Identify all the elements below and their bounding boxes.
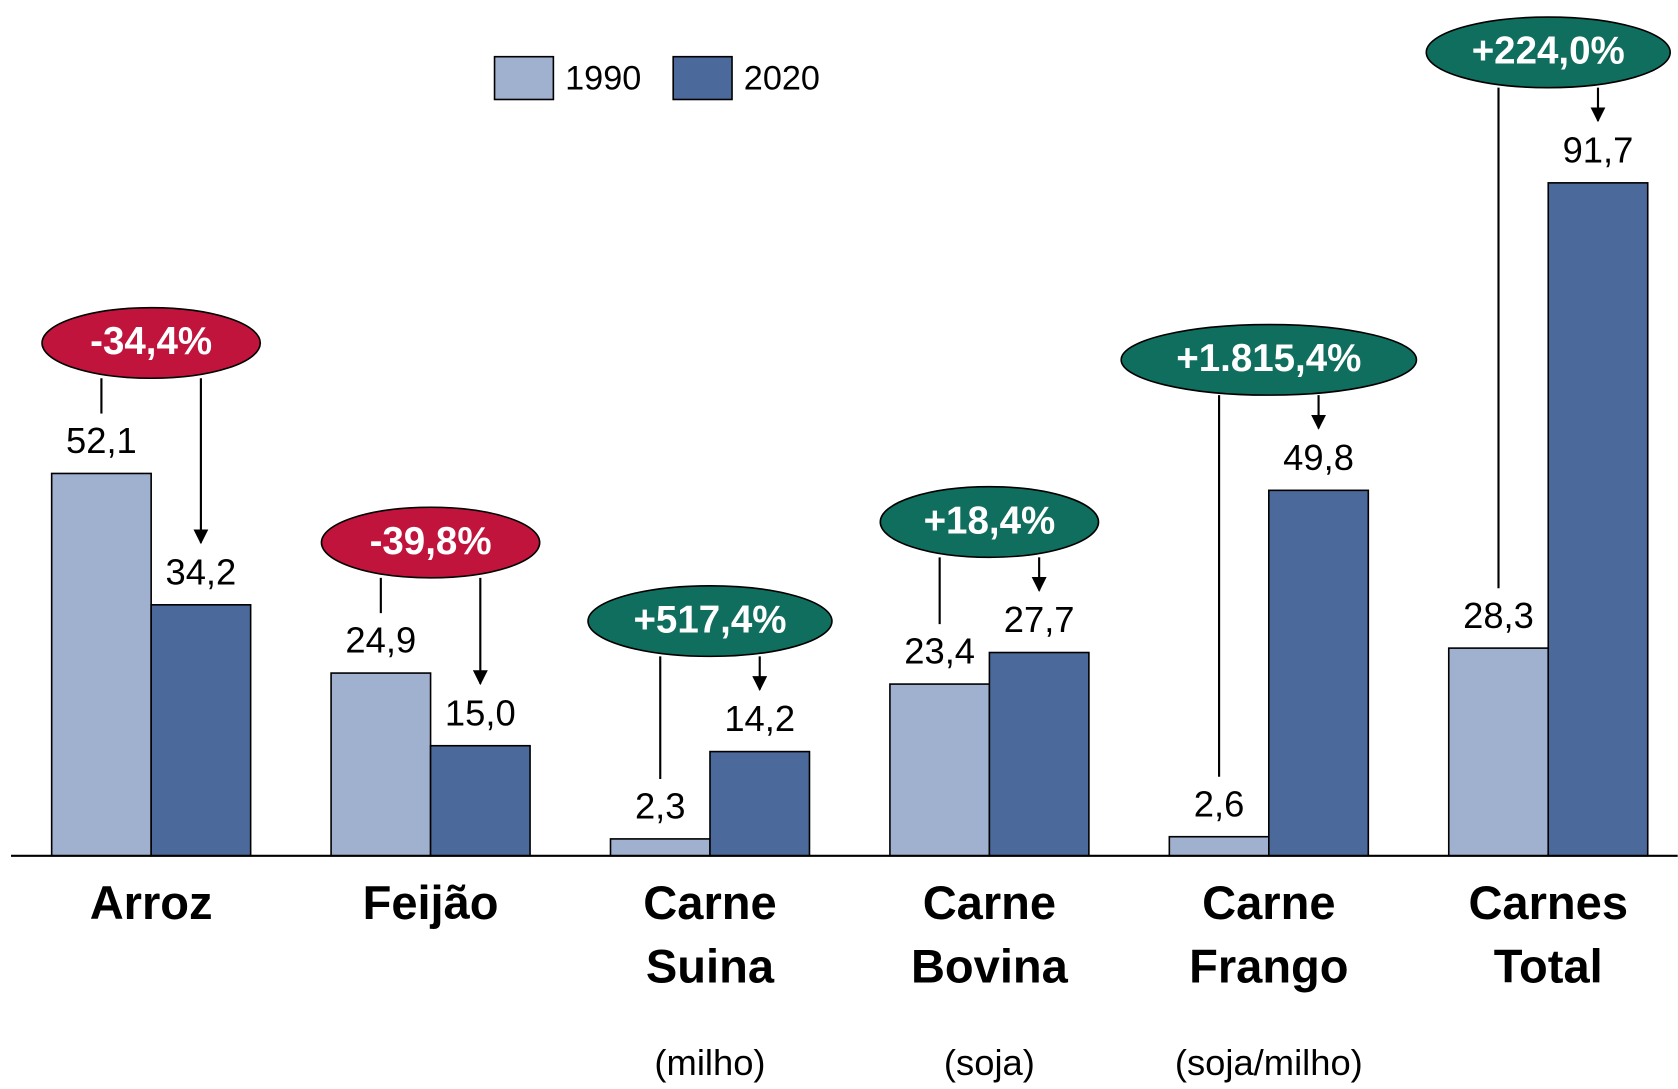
change-bubble — [1425, 16, 1671, 89]
bar — [429, 744, 531, 857]
change-label: -34,4% — [90, 320, 212, 363]
legend-label: 2020 — [744, 59, 820, 97]
value-label: 49,8 — [1283, 437, 1354, 478]
bar — [709, 750, 811, 857]
change-label: +18,4% — [924, 499, 1056, 542]
legend-swatch — [493, 55, 555, 101]
bar — [150, 604, 252, 857]
x-tick-label: Carne Bovina — [911, 877, 1069, 993]
value-label: 14,2 — [724, 698, 795, 739]
x-tick-label: Feijão — [363, 877, 499, 930]
value-label: 2,6 — [1194, 783, 1245, 824]
change-bubble — [587, 584, 833, 658]
category-note: (soja/milho) — [1175, 1042, 1363, 1083]
value-label: 23,4 — [904, 631, 975, 672]
legend-swatch — [672, 55, 733, 101]
bar — [50, 472, 152, 857]
bar — [1447, 647, 1550, 857]
legend-label: 1990 — [565, 59, 641, 97]
bar — [889, 683, 991, 857]
value-label: 34,2 — [166, 551, 237, 592]
value-label: 24,9 — [345, 620, 416, 661]
value-label: 15,0 — [445, 692, 516, 733]
change-bubble — [320, 506, 541, 579]
change-label: -39,8% — [370, 520, 492, 563]
bar — [609, 838, 711, 857]
value-label: 27,7 — [1004, 599, 1075, 640]
change-label: +224,0% — [1472, 30, 1625, 73]
bar — [1168, 835, 1270, 857]
value-label: 52,1 — [66, 420, 137, 461]
x-tick-label: Carne Frango — [1189, 877, 1348, 993]
bar — [330, 672, 432, 857]
bar — [1547, 182, 1649, 857]
change-bubble — [41, 306, 262, 380]
category-note: (soja) — [944, 1042, 1035, 1083]
bar — [988, 651, 1090, 857]
x-tick-label: Carne Suina — [643, 877, 776, 993]
change-label: +1.815,4% — [1176, 337, 1361, 380]
x-tick-label: Carnes Total — [1468, 877, 1628, 993]
category-note: (milho) — [654, 1042, 765, 1083]
bar — [1268, 489, 1370, 857]
change-label: +517,4% — [633, 598, 786, 641]
value-label: 2,3 — [635, 786, 686, 827]
value-label: 28,3 — [1463, 595, 1534, 636]
x-tick-label: Arroz — [90, 877, 213, 930]
value-label: 91,7 — [1563, 130, 1634, 171]
change-bubble — [1120, 323, 1418, 396]
change-bubble — [879, 485, 1100, 559]
